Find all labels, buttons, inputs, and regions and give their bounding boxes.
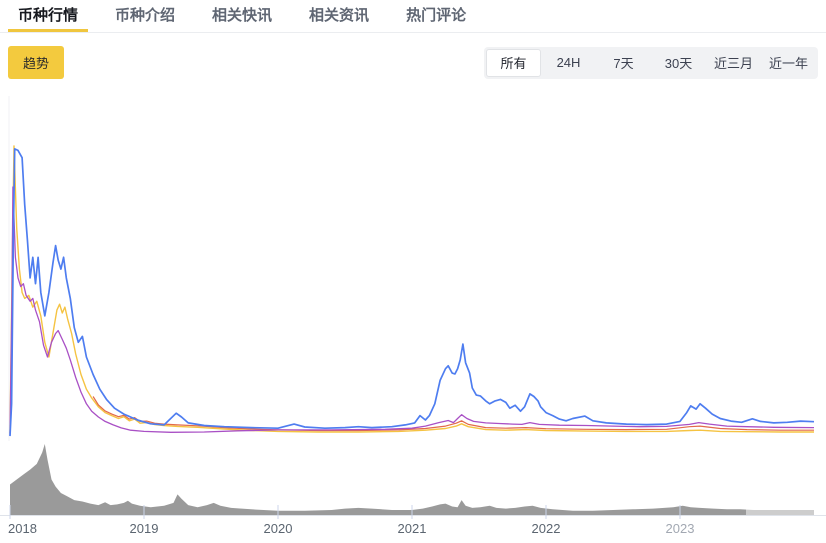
price-line-purple [9,186,815,435]
chart-controls: 趋势 所有 24H 7天 30天 近三月 近一年 [0,33,826,79]
x-axis-ticks [9,505,681,519]
tab-bar: 币种行情 币种介绍 相关快讯 相关资讯 热门评论 [0,0,826,33]
tab-coin-intro[interactable]: 币种介绍 [115,7,176,24]
x-axis-label-2022: 2022 [531,521,561,536]
x-axis-label-2021: 2021 [397,521,427,536]
x-axis-label-2019: 2019 [129,521,159,536]
tab-related-info[interactable]: 相关资讯 [309,7,370,24]
price-line-red [92,396,814,432]
range-button-1y[interactable]: 近一年 [761,49,816,77]
price-line-blue [9,148,815,437]
x-axis-label-2018: 2018 [8,521,37,536]
x-axis-label-2020: 2020 [263,521,293,536]
range-button-24h[interactable]: 24H [541,49,596,77]
price-chart-canvas [0,96,826,519]
range-button-all[interactable]: 所有 [486,48,541,77]
range-button-7d[interactable]: 7天 [596,49,651,77]
range-button-30d[interactable]: 30天 [651,49,706,77]
tab-hot-comments[interactable]: 热门评论 [406,7,467,24]
time-range-selector: 所有 24H 7天 30天 近三月 近一年 [484,46,818,79]
volume-area [10,444,814,515]
tab-coin-market[interactable]: 币种行情 [8,0,89,32]
volume-fade-overlay [746,497,826,515]
price-line-yellow [9,145,814,434]
x-axis-label-2023: 2023 [665,521,695,536]
range-button-3m[interactable]: 近三月 [706,49,761,77]
tab-news-flash[interactable]: 相关快讯 [212,7,273,24]
trend-button[interactable]: 趋势 [8,46,65,79]
price-chart[interactable]: 2018 2019 2020 2021 2022 2023 [0,86,826,543]
